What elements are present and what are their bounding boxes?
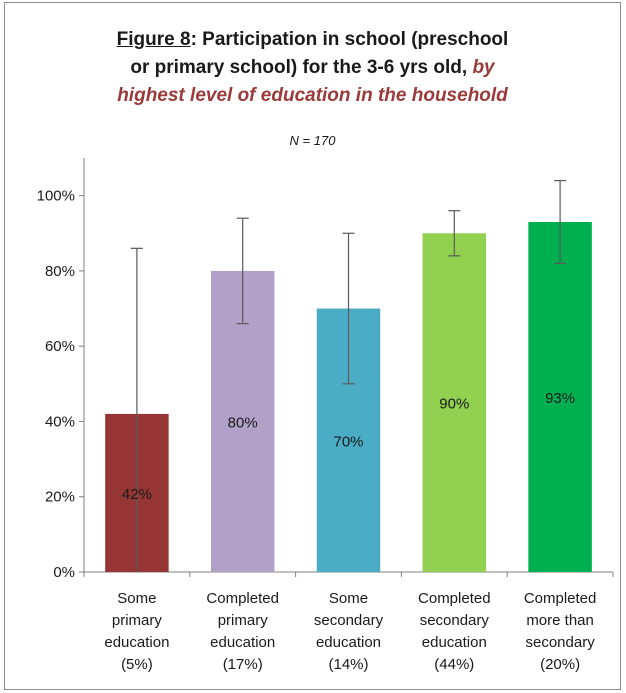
category-label: education bbox=[422, 634, 487, 651]
category-label: Completed bbox=[524, 590, 597, 607]
category-label: education bbox=[210, 634, 275, 651]
title-main-2: or primary school) for the 3-6 yrs old, bbox=[130, 57, 473, 78]
category-label: (5%) bbox=[121, 656, 153, 673]
y-tick-label: 100% bbox=[37, 188, 75, 205]
title-main-1: : Participation in school (preschool bbox=[190, 29, 509, 50]
category-label: (14%) bbox=[328, 656, 368, 673]
y-tick-label: 40% bbox=[45, 413, 75, 430]
bar bbox=[422, 233, 487, 573]
category-label: primary bbox=[218, 612, 269, 629]
category-label: primary bbox=[112, 612, 163, 629]
bar bbox=[528, 221, 592, 572]
category-label: secondary bbox=[314, 612, 384, 629]
chart-frame bbox=[4, 2, 621, 690]
category-label: (44%) bbox=[434, 656, 474, 673]
category-label: Some bbox=[117, 590, 156, 607]
data-label: 70% bbox=[333, 433, 363, 450]
category-label: education bbox=[104, 634, 169, 651]
y-tick-label: 60% bbox=[45, 338, 75, 355]
chart-subtitle: N = 170 bbox=[289, 133, 336, 148]
data-label: 80% bbox=[228, 414, 258, 431]
data-label: 42% bbox=[122, 486, 152, 503]
title-line-2: or primary school) for the 3-6 yrs old, … bbox=[4, 54, 621, 82]
category-label: Some bbox=[329, 590, 368, 607]
title-emphasis-2: highest level of education in the househ… bbox=[117, 85, 508, 106]
data-label: 93% bbox=[545, 390, 575, 407]
category-label: secondary bbox=[525, 634, 595, 651]
category-label: education bbox=[316, 634, 381, 651]
chart-title: Figure 8: Participation in school (presc… bbox=[4, 26, 621, 110]
title-line-1: Figure 8: Participation in school (presc… bbox=[4, 26, 621, 54]
y-tick-label: 80% bbox=[45, 263, 75, 280]
figure-label: Figure 8 bbox=[116, 29, 191, 50]
y-tick-label: 0% bbox=[53, 564, 75, 581]
category-label: secondary bbox=[420, 612, 490, 629]
title-emphasis-1: by bbox=[472, 57, 495, 78]
category-label: more than bbox=[526, 612, 594, 629]
category-label: (20%) bbox=[540, 656, 580, 673]
title-line-3: highest level of education in the househ… bbox=[4, 82, 621, 110]
category-label: (17%) bbox=[223, 656, 263, 673]
y-tick-label: 20% bbox=[45, 489, 75, 506]
category-label: Completed bbox=[206, 590, 279, 607]
data-label: 90% bbox=[439, 396, 469, 413]
category-label: Completed bbox=[418, 590, 491, 607]
